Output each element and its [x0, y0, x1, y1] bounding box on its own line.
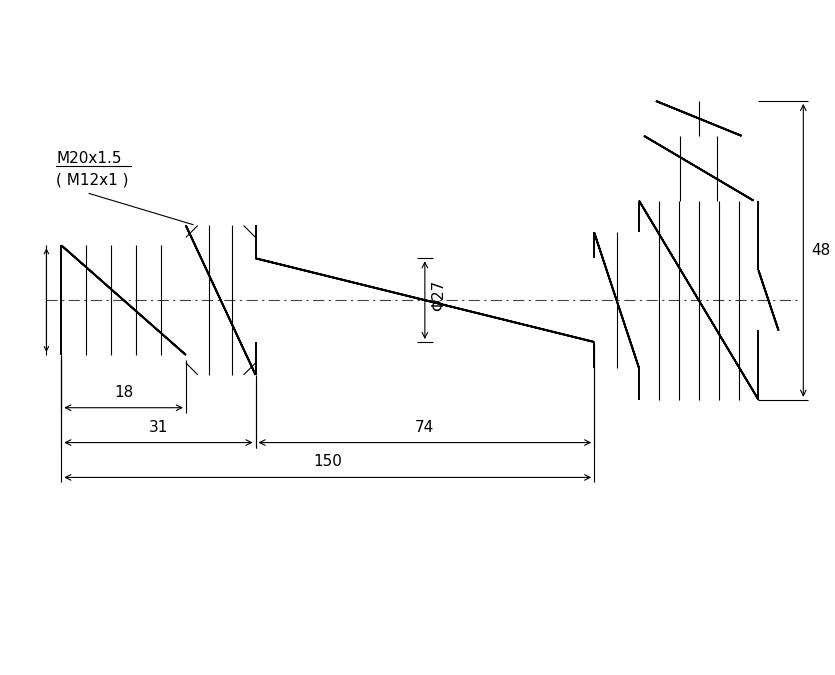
- Text: ( M12x1 ): ( M12x1 ): [57, 173, 129, 188]
- Text: 48: 48: [812, 243, 831, 258]
- Text: 150: 150: [313, 454, 342, 469]
- Text: 31: 31: [149, 420, 168, 435]
- Text: 74: 74: [415, 420, 434, 435]
- Text: Φ27: Φ27: [431, 279, 446, 310]
- Text: M20x1.5: M20x1.5: [57, 151, 122, 165]
- Text: 18: 18: [114, 385, 134, 400]
